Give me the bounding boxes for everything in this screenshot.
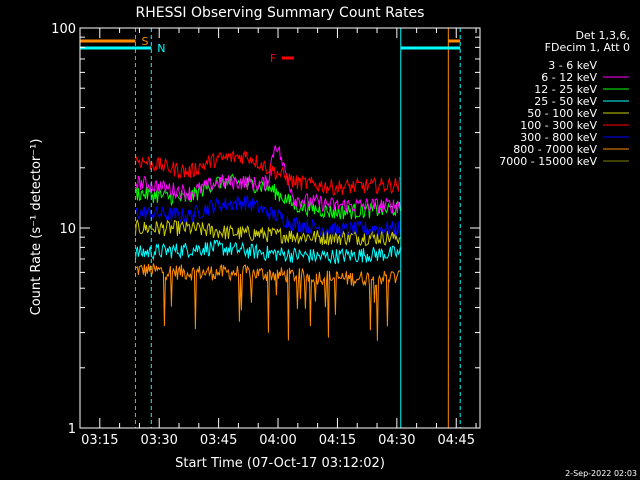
x-axis-label: Start Time (07-Oct-17 03:12:02) — [175, 456, 385, 471]
series-line — [135, 263, 401, 341]
x-tick-label: 04:15 — [319, 433, 356, 448]
series-line — [134, 219, 401, 247]
y-tick-label: 10 — [59, 222, 76, 237]
legend-label: 7000 - 15000 keV — [499, 155, 597, 168]
y-axis-label: Count Rate (s⁻¹ detector⁻¹) — [29, 139, 44, 316]
legend-label: 3 - 6 keV — [548, 59, 597, 72]
legend-label: 300 - 800 keV — [520, 131, 597, 144]
x-tick-label: 03:15 — [81, 433, 118, 448]
y-tick-label: 1 — [68, 422, 76, 437]
x-tick-label: 04:45 — [438, 433, 475, 448]
legend-header-line-2: FDecim 1, Att 0 — [545, 41, 630, 54]
legend-label: 6 - 12 keV — [541, 71, 597, 84]
series-line — [134, 81, 401, 102]
axes-layer: 03:15 03:30 03:45 04:00 04:15 04:30 04:45 1 10 10… — [51, 22, 481, 448]
y-tick-label: 100 — [51, 22, 76, 37]
x-tick-label: 04:30 — [378, 433, 415, 448]
legend-label: 50 - 100 keV — [527, 107, 597, 120]
legend-label: 100 - 300 keV — [520, 119, 597, 132]
series-line — [134, 150, 401, 196]
series-line — [134, 144, 401, 214]
x-tick-label: 03:45 — [200, 433, 237, 448]
series-line — [134, 195, 401, 239]
legend-label: 25 - 50 keV — [534, 95, 597, 108]
legend-label: 12 - 25 keV — [534, 83, 597, 96]
chart-title: RHESSI Observing Summary Count Rates — [136, 5, 425, 21]
flare-marker-label: F — [270, 52, 276, 65]
legend-label: 800 - 7000 keV — [513, 143, 597, 156]
footer-timestamp: 2-Sep-2022 02:03 — [565, 469, 637, 478]
legend-header-line-1: Det 1,3,6, — [575, 29, 630, 42]
series-line — [134, 239, 401, 265]
saa-marker-label: S — [141, 35, 148, 48]
markers-layer: SN F — [80, 35, 461, 65]
x-tick-label: 03:30 — [140, 433, 177, 448]
data-layer — [134, 81, 401, 341]
x-tick-label: 04:00 — [259, 433, 296, 448]
night-marker-label: N — [157, 42, 165, 55]
